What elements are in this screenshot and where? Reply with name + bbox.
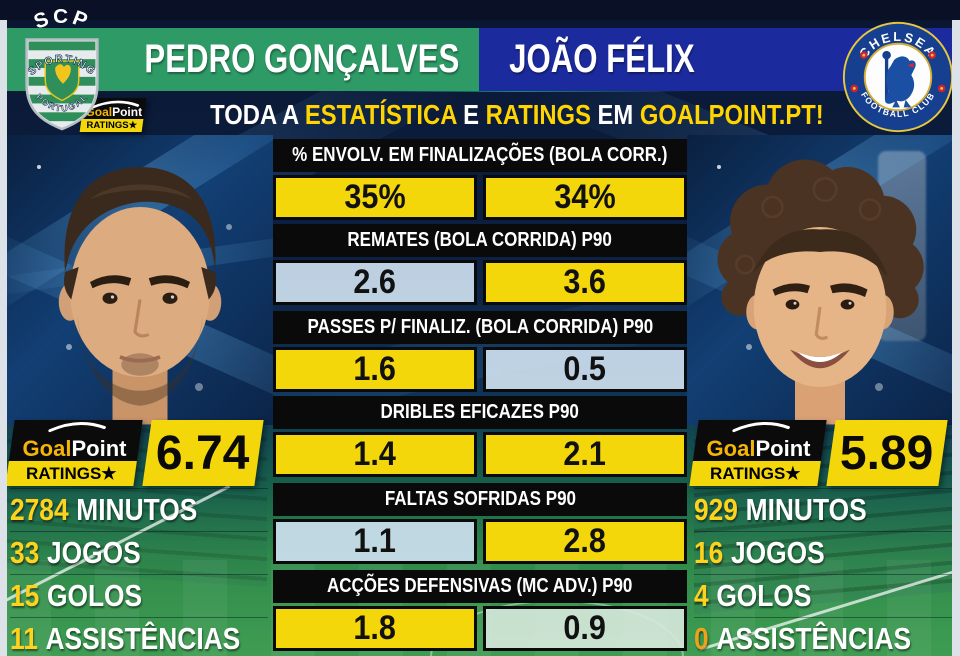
sparkles (37, 165, 41, 169)
stat-cell-right: 0.5 (483, 347, 687, 392)
stat-cell-left: 1.4 (273, 432, 477, 477)
stat-label: ASSISTÊNCIAS (716, 621, 912, 656)
stat-cell-right: 2.8 (483, 519, 687, 564)
stat-cell-left: 35% (273, 175, 477, 220)
stat-row-golos: 15 GOLOS (10, 574, 268, 617)
player-name-right: JOÃO FÉLIX (508, 37, 695, 81)
player-photo-right (687, 135, 952, 425)
stat-number: 4 (694, 578, 709, 613)
stat-value-row: 1.8 0.9 (273, 606, 687, 651)
player-photo-left (7, 135, 273, 425)
avatar-pedro-goncalves (58, 167, 222, 425)
player-stats-right: 929 MINUTOS 16 JOGOS 4 GOLOS 0 ASSISTÊNCIAS (694, 488, 952, 656)
stat-cell-right: 2.1 (483, 432, 687, 477)
stat-label: JOGOS (46, 535, 141, 570)
stat-row-golos: 4 GOLOS (694, 574, 952, 617)
stat-cell-left: 2.6 (273, 260, 477, 305)
stat-label-row: DRIBLES EFICAZES P90 (273, 396, 687, 429)
stat-row-jogos: 16 JOGOS (694, 531, 952, 574)
sparkles (717, 165, 721, 169)
tagline-segment: ESTATÍSTICA (304, 99, 457, 130)
stat-number: 33 (10, 535, 40, 570)
stat-row-jogos: 33 JOGOS (10, 531, 268, 574)
stat-row-minutos: 929 MINUTOS (694, 488, 952, 531)
stat-cell-left: 1.1 (273, 519, 477, 564)
stat-cell-right: 0.9 (483, 606, 687, 651)
stat-label: GOLOS (46, 578, 143, 613)
rating-assembly-left: GoalPoint RATINGS★ 6.74 (5, 420, 264, 486)
stat-value-row: 35% 34% (273, 175, 687, 220)
avatar-joao-felix (717, 159, 924, 425)
stat-number: 15 (10, 578, 40, 613)
stat-row-assistencias: 11 ASSISTÊNCIAS (10, 617, 268, 656)
stat-label: ASSISTÊNCIAS (45, 621, 241, 656)
stat-number: 929 (694, 492, 738, 527)
stat-label-row: REMATES (BOLA CORRIDA) P90 (273, 224, 687, 257)
stat-label-row: FALTAS SOFRIDAS P90 (273, 483, 687, 516)
stat-row-assistencias: 0 ASSISTÊNCIAS (694, 617, 952, 656)
swoosh-icon (732, 422, 791, 433)
stat-label-row: ACÇÕES DEFENSIVAS (MC ADV.) P90 (273, 570, 687, 603)
goalpoint-logo: GoalPoint (706, 436, 811, 461)
crest-rosettes (850, 51, 946, 93)
svg-text:SCP: SCP (31, 6, 94, 34)
player-stats-left: 2784 MINUTOS 33 JOGOS 15 GOLOS 11 ASSISTÊNCI… (10, 488, 268, 656)
player-name-left: PEDRO GONÇALVES (144, 37, 460, 81)
stat-cell-right: 3.6 (483, 260, 687, 305)
swoosh-icon (48, 422, 107, 433)
stat-row-minutos: 2784 MINUTOS (10, 488, 268, 531)
left-edge-strip (0, 20, 7, 656)
sporting-crest-icon: SCP SPORTING PORTUGAL (25, 6, 99, 131)
chelsea-crest-icon: CHELSEA FOOTBALL CLUB (842, 21, 954, 133)
stat-cell-left: 1.8 (273, 606, 477, 651)
stat-number: 2784 (10, 492, 69, 527)
crest-lion (882, 50, 916, 108)
top-dark-band (0, 0, 960, 20)
stat-value-row: 1.4 2.1 (273, 432, 687, 477)
stat-label: MINUTOS (76, 492, 198, 527)
tagline-segment: TODA A (210, 99, 305, 130)
stat-label-row: % ENVOLV. EM FINALIZAÇÕES (BOLA CORR.) (273, 139, 687, 172)
stat-label: GOLOS (716, 578, 812, 613)
swoosh-icon (89, 100, 140, 110)
goalpoint-ratings-badge: GoalPoint RATINGS★ (689, 420, 827, 486)
stat-cell-right: 34% (483, 175, 687, 220)
stat-label: MINUTOS (745, 492, 867, 527)
stat-label-row: PASSES P/ FINALIZ. (BOLA CORRIDA) P90 (273, 311, 687, 344)
tagline-bar: GoalPoint RATINGS★ TODA A ESTATÍSTICA E … (0, 94, 960, 136)
tagline-segment: E (456, 99, 486, 130)
ratings-label: RATINGS★ (5, 461, 137, 486)
rating-value-right: 5.89 (826, 420, 948, 486)
stat-value-row: 1.6 0.5 (273, 347, 687, 392)
stat-value-row: 1.1 2.8 (273, 519, 687, 564)
tagline-segment: EM (591, 99, 640, 130)
rating-value-left: 6.74 (142, 420, 264, 486)
stat-label: JOGOS (730, 535, 825, 570)
crest-initials: SCP (31, 6, 91, 34)
tagline-segment: RATINGS (485, 99, 592, 130)
right-edge-strip (952, 20, 960, 656)
stat-number: 16 (694, 535, 724, 570)
stat-number: 0 (694, 621, 709, 656)
rating-assembly-right: GoalPoint RATINGS★ 5.89 (689, 420, 948, 486)
stat-number: 11 (10, 621, 38, 656)
stat-value-row: 2.6 3.6 (273, 260, 687, 305)
ratings-label: RATINGS★ (689, 461, 821, 486)
tagline-text: TODA A ESTATÍSTICA E RATINGS EM GOALPOIN… (210, 99, 824, 131)
goalpoint-ratings-badge: GoalPoint RATINGS★ (5, 420, 143, 486)
stat-cell-left: 1.6 (273, 347, 477, 392)
goalpoint-logo: GoalPoint (22, 436, 127, 461)
tagline-segment: GOALPOINT.PT! (639, 99, 824, 130)
goalpoint-ratings-badge-small: GoalPoint RATINGS★ (79, 98, 147, 132)
